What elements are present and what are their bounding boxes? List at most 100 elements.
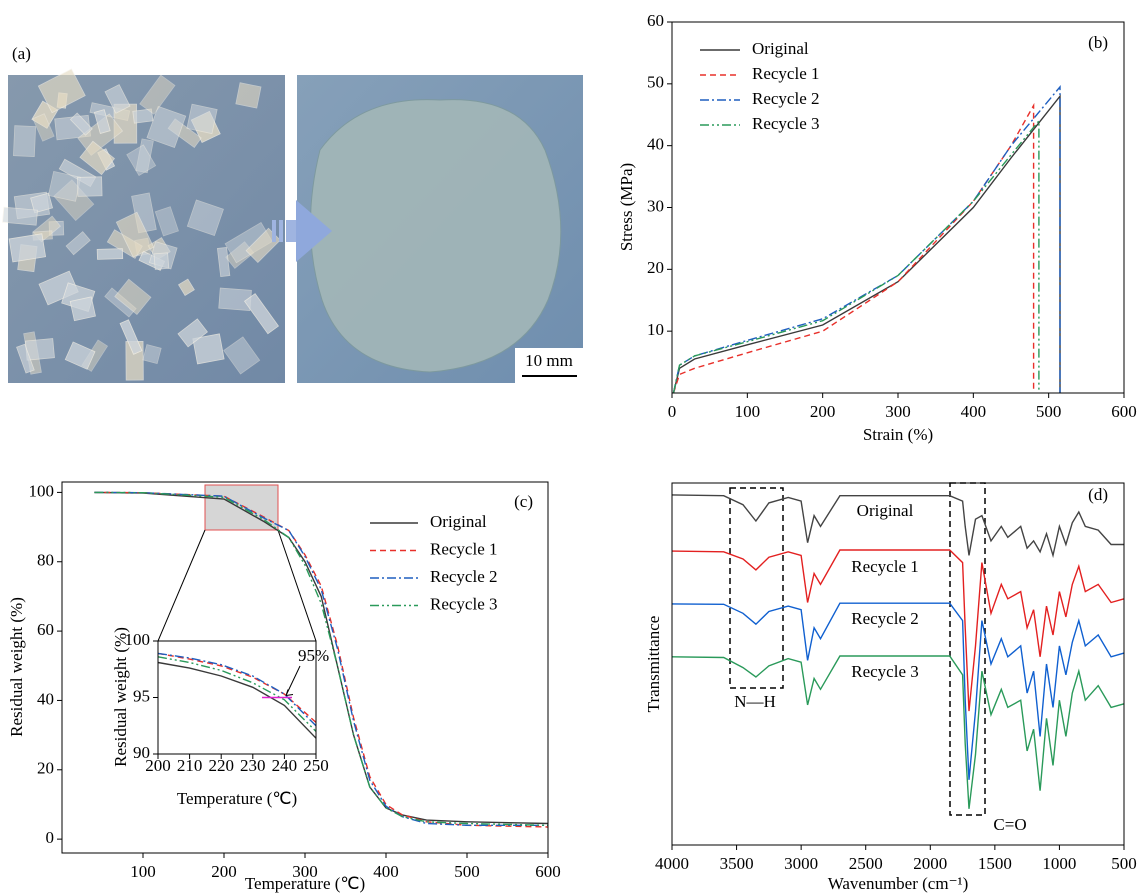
legend-entry: Recycle 3: [430, 594, 498, 613]
shard: [216, 247, 231, 277]
y-axis-label: Stress (MPa): [617, 163, 636, 251]
shard: [223, 336, 261, 375]
arrow: [272, 200, 332, 262]
series-label: Recycle 3: [851, 662, 919, 681]
series-line: [672, 118, 1040, 394]
y-tick-label: 20: [37, 759, 54, 778]
x-tick-label: 240: [272, 756, 298, 775]
series-label: Recycle 2: [851, 609, 919, 628]
x-axis-label: Temperature (℃): [177, 789, 297, 808]
shard: [192, 333, 225, 365]
chart: 4000 3500 3000 2500 2000 1500 1000 500 Wavenumbe…: [644, 482, 1137, 893]
x-tick-label: 210: [177, 756, 203, 775]
shard: [154, 206, 179, 237]
x-tick-label: 200: [145, 756, 171, 775]
shard: [153, 252, 170, 270]
legend-entry: Recycle 2: [752, 89, 820, 108]
plot-frame: [671, 21, 1125, 394]
y-tick-label: 95: [133, 686, 150, 705]
y-tick-label: 0: [46, 828, 55, 847]
x-tick-label: 0: [668, 402, 677, 421]
shard: [135, 138, 154, 174]
shard: [104, 84, 131, 114]
x-tick-label: 1000: [1042, 854, 1076, 873]
series-label: Original: [857, 501, 914, 520]
legend-entry: Original: [430, 512, 487, 531]
shard: [186, 103, 218, 135]
series-line: [157, 661, 317, 739]
y-tick-label: 90: [133, 743, 150, 762]
shard: [218, 287, 252, 311]
plot-frame: [157, 640, 317, 755]
y-tick-label: 10: [647, 320, 664, 339]
annotation-arrow: [285, 665, 301, 696]
x-tick-label: 3500: [720, 854, 754, 873]
zoom-indicator: [157, 484, 317, 642]
shard: [32, 113, 55, 142]
series-line: [94, 491, 549, 825]
y-tick-label: 40: [647, 135, 664, 154]
x-tick-label: 2000: [913, 854, 947, 873]
shard: [132, 108, 154, 124]
x-tick-label: 300: [885, 402, 911, 421]
x-tick-label: 100: [130, 862, 156, 881]
legend-entry: Recycle 1: [430, 539, 498, 558]
shard: [47, 170, 82, 202]
y-tick-label: 40: [37, 689, 54, 708]
x-axis-label: Wavenumber (cm⁻¹): [828, 874, 969, 893]
shard: [177, 318, 208, 348]
series-line: [157, 652, 317, 727]
shard: [69, 112, 93, 136]
series-line: [94, 491, 548, 826]
film-disk: [309, 99, 562, 373]
y-tick-label: 20: [647, 258, 664, 277]
panel-label: (b): [1088, 33, 1108, 52]
y-tick-label: 30: [647, 196, 664, 215]
shard: [114, 278, 152, 316]
series-line: [672, 94, 1061, 394]
shard: [8, 233, 47, 263]
x-tick-label: 500: [1111, 854, 1137, 873]
y-tick-label: 60: [647, 11, 664, 30]
annotation: 95%: [298, 646, 329, 665]
x-tick-label: 600: [1111, 402, 1137, 421]
shard: [93, 109, 111, 134]
x-tick-label: 100: [735, 402, 761, 421]
shard: [96, 248, 124, 260]
shard: [69, 296, 96, 322]
x-tick-label: 400: [961, 402, 987, 421]
panel-label: (d): [1088, 485, 1108, 504]
shard: [37, 68, 86, 114]
shard: [30, 192, 54, 214]
legend-entry: Recycle 2: [430, 567, 498, 586]
series-line: [671, 494, 1124, 559]
x-tick-label: 230: [240, 756, 266, 775]
x-axis-label: Strain (%): [863, 425, 933, 444]
series-line: [671, 549, 1125, 712]
legend-entry: Original: [752, 39, 809, 58]
x-tick-label: 200: [810, 402, 836, 421]
series-line: [94, 491, 549, 826]
shard: [186, 199, 224, 237]
shard: [235, 82, 262, 109]
x-tick-label: 3000: [784, 854, 818, 873]
shard: [64, 341, 96, 370]
series-label: Recycle 1: [851, 557, 919, 576]
x-tick-label: 2500: [849, 854, 883, 873]
series-line: [671, 655, 1125, 809]
x-tick-label: 300: [292, 862, 318, 881]
y-axis-label: Residual weight (%): [7, 597, 26, 737]
y-axis-label: Residual weight (%): [111, 627, 130, 767]
shard: [2, 206, 38, 226]
y-axis-label: Transmittance: [644, 616, 663, 713]
series-line: [672, 84, 1061, 394]
nh-box: [729, 487, 784, 689]
y-tick-label: 80: [37, 551, 54, 570]
x-tick-label: 400: [373, 862, 399, 881]
series-line: [671, 602, 1125, 780]
series-line: [672, 102, 1035, 394]
x-tick-label: 500: [1036, 402, 1062, 421]
x-tick-label: 200: [211, 862, 237, 881]
shard: [16, 343, 35, 374]
scale-bar-label: 10 mm: [525, 351, 573, 370]
